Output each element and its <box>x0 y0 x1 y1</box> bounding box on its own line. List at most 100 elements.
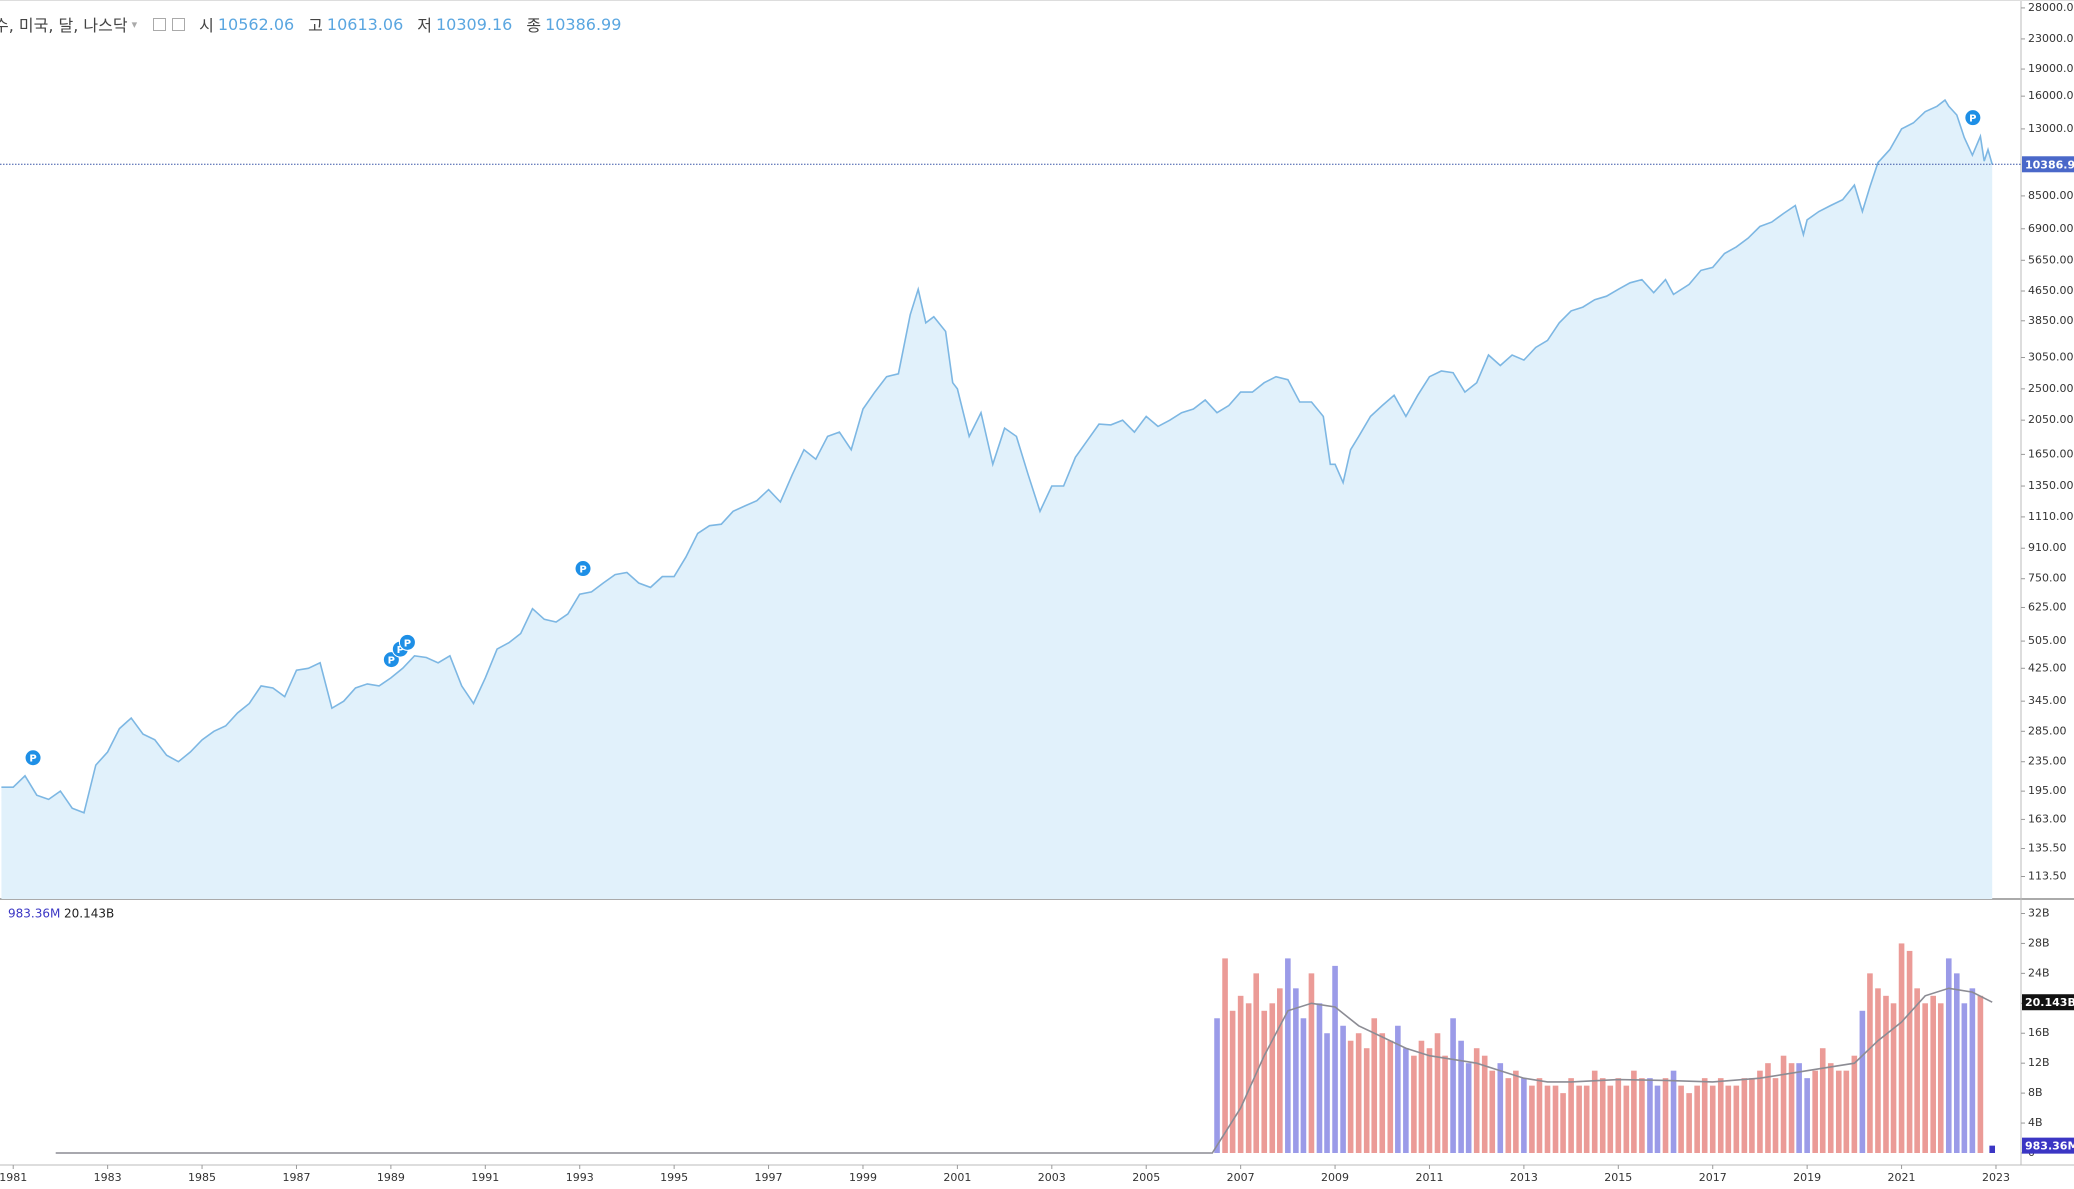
dropdown-arrow[interactable]: ▾ <box>131 17 138 31</box>
volume-bar <box>1961 1003 1968 1153</box>
volume-bar <box>1875 988 1881 1153</box>
volume-bar <box>1442 1055 1448 1153</box>
volume-bar <box>1285 958 1291 1153</box>
volume-bar <box>1293 988 1299 1153</box>
y-tick-label: 750.00 <box>2028 572 2067 585</box>
y-tick-label: 23000.00 <box>2028 32 2074 45</box>
volume-bar <box>1788 1063 1795 1153</box>
icon[interactable] <box>153 17 167 31</box>
volume-bar <box>1371 1018 1378 1153</box>
volume-bar <box>1576 1085 1582 1153</box>
volume-bar <box>1765 1063 1771 1153</box>
x-tick-label: 2015 <box>1604 1171 1632 1184</box>
volume-y-tick-label: 12B <box>2028 1056 2050 1069</box>
x-tick-label: 2011 <box>1415 1171 1443 1184</box>
event-marker-label: P <box>397 645 404 656</box>
event-marker-label: P <box>404 638 411 649</box>
volume-bar <box>1450 1018 1456 1153</box>
volume-bar <box>1686 1093 1692 1153</box>
volume-bar <box>1883 995 1889 1153</box>
volume-bar <box>1678 1085 1684 1153</box>
x-tick-label: 1983 <box>94 1171 122 1184</box>
volume-bar <box>1300 1018 1307 1153</box>
volume-bar <box>1654 1085 1661 1153</box>
price-line <box>1 98 1993 814</box>
volume-bar <box>1804 1078 1810 1153</box>
volume-bar <box>1403 1048 1409 1153</box>
volume-bar <box>1521 1078 1527 1153</box>
volume-bar <box>1914 988 1920 1153</box>
volume-bar <box>1835 1070 1842 1153</box>
x-tick-label: 1999 <box>849 1171 877 1184</box>
volume-bar <box>1647 1078 1653 1153</box>
event-marker <box>24 749 42 767</box>
volume-bar <box>1623 1085 1630 1153</box>
y-tick-label: 235.00 <box>2028 755 2067 768</box>
volume-bar <box>1819 1048 1826 1153</box>
x-tick-label: 1991 <box>471 1171 499 1184</box>
volume-bar <box>1560 1093 1566 1153</box>
y-tick-label: 16000.00 <box>2028 89 2074 102</box>
volume-bar <box>1859 1010 1866 1153</box>
x-tick-label: 2023 <box>1982 1171 2010 1184</box>
volume-bar <box>1458 1040 1464 1153</box>
volume-y-tick-label: 8B <box>2028 1086 2043 1099</box>
average-box <box>2022 994 2074 1011</box>
volume-average <box>55 987 1993 1154</box>
x-tick-label: 2003 <box>1038 1171 1066 1184</box>
volume-bar <box>1930 995 1936 1153</box>
x-tick-label: 1989 <box>377 1171 405 1184</box>
ohlc-value: 10613.06 <box>326 14 404 34</box>
x-tick-label: 1985 <box>188 1171 216 1184</box>
icon[interactable] <box>172 17 186 31</box>
volume-box-label: 983.36M <box>2025 1140 2074 1153</box>
volume-y-tick-label: 16B <box>2028 1026 2050 1039</box>
y-tick-label: 135.50 <box>2028 842 2067 855</box>
volume-bar <box>1332 965 1338 1153</box>
volume-bar <box>1426 1048 1433 1153</box>
volume-bar <box>1662 1078 1669 1153</box>
volume-bar <box>1316 1003 1323 1153</box>
volume-bar <box>1465 1063 1472 1153</box>
event-marker-label: P <box>579 565 586 576</box>
average-box-label: 20.143B <box>2025 996 2074 1009</box>
y-tick-label: 1110.00 <box>2028 510 2074 523</box>
event-marker-label: P <box>1969 114 1976 125</box>
ohlc-label: 저 <box>417 16 432 35</box>
volume-bar <box>1568 1078 1574 1153</box>
x-tick-label: 2007 <box>1227 1171 1255 1184</box>
volume-bar <box>1599 1078 1606 1153</box>
x-tick-label: 1987 <box>282 1171 310 1184</box>
volume-bar <box>1615 1078 1622 1153</box>
volume-box <box>2022 1137 2074 1154</box>
ohlc-value: 10309.16 <box>435 14 513 34</box>
volume-bar <box>1395 1025 1401 1153</box>
average-legend: 20.143B <box>64 907 114 921</box>
volume-bar <box>1851 1055 1858 1153</box>
header: 수, 미국, 달, 나스닥 ▾ 시 10562.06 고 10613.06 저 103… <box>0 12 631 36</box>
event-marker <box>574 560 592 578</box>
y-tick-label: 163.00 <box>2028 812 2067 825</box>
ohlc-value: 10562.06 <box>217 14 295 34</box>
y-tick-label: 19000.00 <box>2028 62 2074 75</box>
x-tick-label: 1995 <box>660 1171 688 1184</box>
volume-bar <box>1843 1070 1850 1153</box>
y-tick-label: 13000.00 <box>2028 122 2074 135</box>
volume-bar <box>1473 1048 1480 1153</box>
y-tick-label: 195.00 <box>2028 784 2067 797</box>
x-tick-label: 2005 <box>1132 1171 1160 1184</box>
volume-bar <box>1969 988 1976 1153</box>
volume-bar <box>1945 958 1952 1153</box>
volume-bar <box>1497 1063 1504 1153</box>
volume-bar <box>1922 1003 1928 1153</box>
volume-bar <box>1827 1063 1834 1153</box>
volume-bar <box>1387 1040 1394 1153</box>
y-tick-label: 2500.00 <box>2028 382 2074 395</box>
volume-bar <box>1363 1048 1370 1153</box>
x-tick-label: 1993 <box>566 1171 594 1184</box>
y-tick-label: 1650.00 <box>2028 447 2074 460</box>
y-tick-label: 345.00 <box>2028 694 2067 707</box>
volume-bar <box>1867 973 1873 1153</box>
ohlc-label: 종 <box>526 16 542 35</box>
